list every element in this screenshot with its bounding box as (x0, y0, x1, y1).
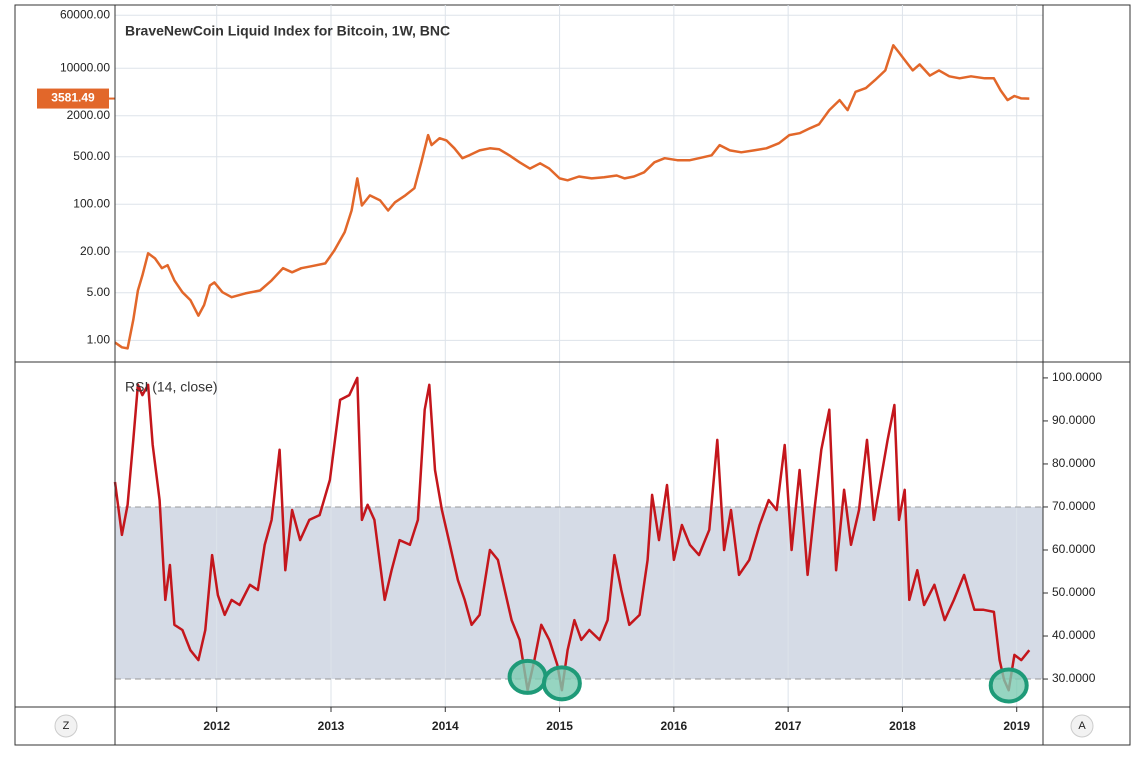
y-tick-label: 1.00 (87, 332, 111, 346)
y-tick-label: 100.0000 (1052, 370, 1102, 384)
y-tick-label: 80.0000 (1052, 456, 1096, 470)
x-tick-label: 2016 (661, 719, 688, 733)
y-tick-label: 50.0000 (1052, 585, 1096, 599)
x-tick-label: 2014 (432, 719, 459, 733)
auto-button[interactable] (1070, 714, 1094, 738)
auto-button-label[interactable]: A (1078, 720, 1086, 732)
y-tick-label: 30.0000 (1052, 671, 1096, 685)
y-tick-label: 2000.00 (67, 108, 111, 122)
y-tick-label: 40.0000 (1052, 628, 1096, 642)
y-tick-label: 60.0000 (1052, 542, 1096, 556)
highlight-circle (507, 658, 548, 695)
last-price-tag (37, 88, 109, 109)
overlay-layer: 2012 2013 2014 2015 2016 2017 2018 2019 1.00 5.00… (37, 7, 1102, 733)
highlight-circle (988, 667, 1029, 704)
y-tick-label: 90.0000 (1052, 413, 1096, 427)
x-tick-label: 2019 (1003, 719, 1030, 733)
y-tick-label: 500.00 (73, 149, 110, 163)
data-line (114, 44, 1030, 350)
scale-button[interactable] (54, 714, 78, 738)
last-price-label: 3581.49 (51, 91, 95, 105)
x-tick-label: 2012 (203, 719, 230, 733)
y-tick-label: 60000.00 (60, 7, 110, 21)
y-tick-label: 5.00 (87, 285, 111, 299)
background-layer (115, 506, 1043, 680)
highlight-circle (541, 665, 582, 702)
y-tick-label: 10000.00 (60, 60, 110, 74)
x-tick-label: 2017 (775, 719, 802, 733)
indicator-title: RSI (14, close) (125, 379, 218, 395)
y-tick-label: 20.00 (80, 244, 110, 258)
y-tick-label: 100.00 (73, 196, 110, 210)
chart-title: BraveNewCoin Liquid Index for Bitcoin, 1… (125, 23, 450, 39)
x-tick-label: 2013 (318, 719, 345, 733)
x-tick-label: 2018 (889, 719, 916, 733)
scale-button-label[interactable]: Z (63, 720, 70, 732)
x-tick-label: 2015 (546, 719, 573, 733)
y-tick-label: 70.0000 (1052, 499, 1096, 513)
rsi-band (115, 506, 1043, 680)
